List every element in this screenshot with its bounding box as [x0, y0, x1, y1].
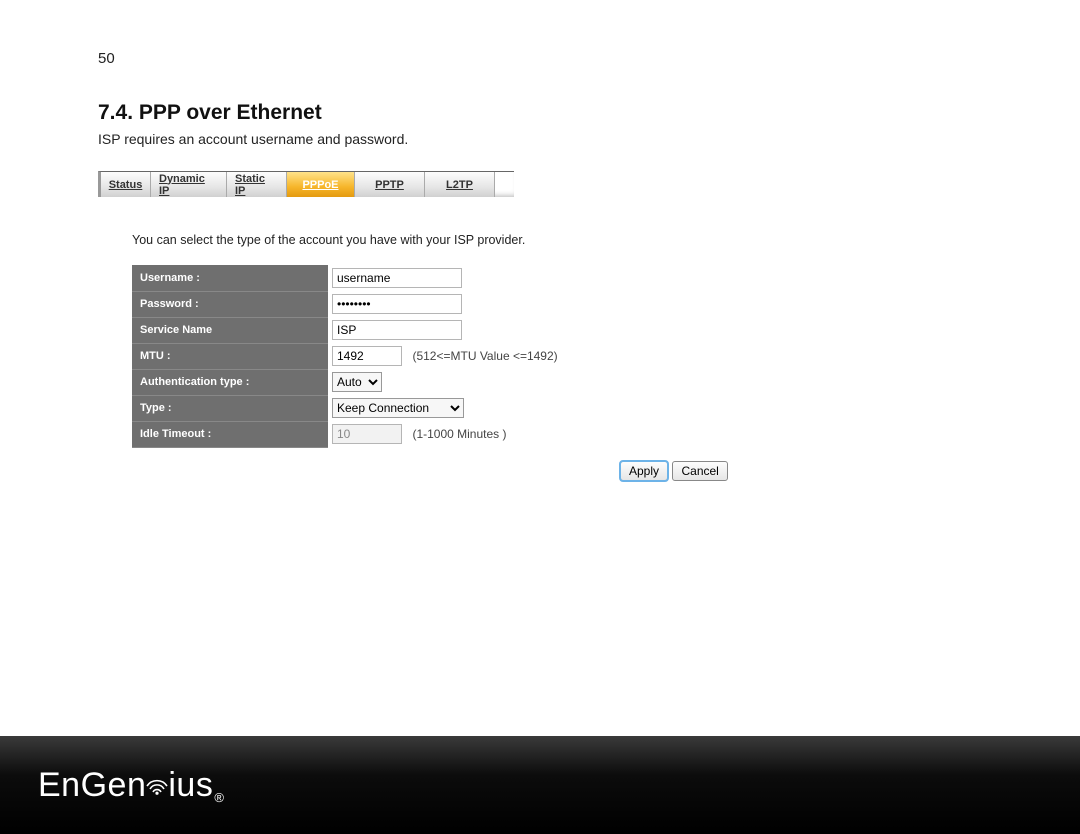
- label-type: Type :: [132, 395, 328, 421]
- brand-part1: En: [38, 766, 81, 805]
- footer: EnGen ius®: [0, 736, 1080, 834]
- label-service-name: Service Name: [132, 317, 328, 343]
- password-input[interactable]: [332, 294, 462, 314]
- label-mtu: MTU :: [132, 343, 328, 369]
- page-number: 50: [98, 50, 1080, 67]
- form-instruction: You can select the type of the account y…: [132, 233, 1080, 247]
- pppoe-form: Username : Password : Service Name MTU :: [132, 265, 1080, 481]
- tab-l2tp[interactable]: L2TP: [425, 172, 495, 197]
- service-name-input[interactable]: [332, 320, 462, 340]
- tab-pppoe[interactable]: PPPoE: [287, 172, 355, 197]
- connection-type-select[interactable]: Keep Connection: [332, 398, 464, 418]
- auth-type-select[interactable]: Auto: [332, 372, 382, 392]
- tab-status[interactable]: Status: [101, 172, 151, 197]
- username-input[interactable]: [332, 268, 462, 288]
- label-username: Username :: [132, 265, 328, 291]
- brand-logo: EnGen ius®: [38, 766, 224, 805]
- brand-registered-icon: ®: [214, 790, 224, 805]
- idle-timeout-hint: (1-1000 Minutes ): [412, 427, 506, 441]
- wifi-icon: [144, 773, 170, 795]
- brand-part2-ius: ius: [168, 766, 213, 805]
- section-subheading: ISP requires an account username and pas…: [98, 131, 1080, 147]
- tab-dynamic-ip[interactable]: Dynamic IP: [151, 172, 227, 197]
- label-password: Password :: [132, 291, 328, 317]
- brand-part2-g: Gen: [81, 766, 147, 805]
- tab-static-ip[interactable]: Static IP: [227, 172, 287, 197]
- label-idle-timeout: Idle Timeout :: [132, 421, 328, 447]
- label-auth-type: Authentication type :: [132, 369, 328, 395]
- cancel-button[interactable]: Cancel: [672, 461, 727, 481]
- idle-timeout-input[interactable]: [332, 424, 402, 444]
- apply-button[interactable]: Apply: [620, 461, 668, 481]
- mtu-hint: (512<=MTU Value <=1492): [412, 349, 557, 363]
- section-heading: 7.4. PPP over Ethernet: [98, 101, 1080, 125]
- tab-pptp[interactable]: PPTP: [355, 172, 425, 197]
- wan-type-tabs: Status Dynamic IP Static IP PPPoE PPTP L…: [98, 171, 514, 197]
- mtu-input[interactable]: [332, 346, 402, 366]
